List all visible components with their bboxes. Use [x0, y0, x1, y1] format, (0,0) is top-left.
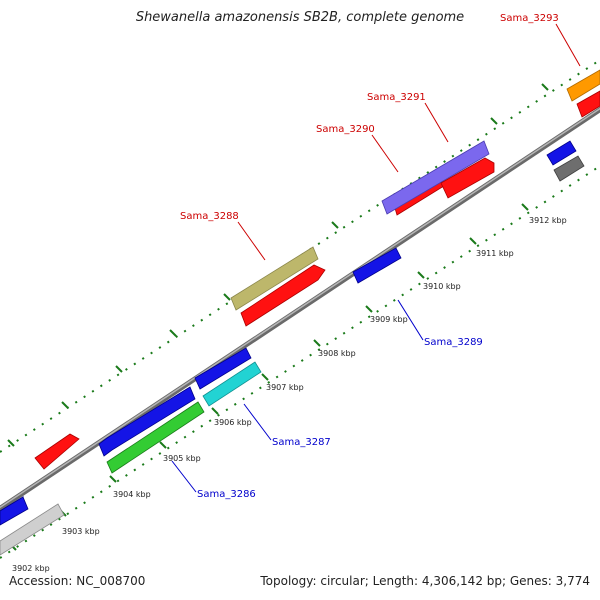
scale-label: 3908 kbp	[318, 349, 356, 358]
gene-feature-blue[interactable]	[98, 386, 196, 457]
leader-sama-3288	[237, 221, 266, 261]
gene-feature-sama-3293[interactable]	[566, 69, 600, 102]
reverse-gene-labels: Sama_3286 Sama_3287 Sama_3289	[197, 337, 483, 500]
gene-label-sama-3286[interactable]: Sama_3286	[197, 489, 256, 500]
leader-sama-3291	[424, 102, 449, 143]
scale-label: 3904 kbp	[113, 490, 151, 499]
inner-tick	[159, 441, 167, 449]
inner-tick	[261, 373, 269, 381]
inner-tick	[521, 203, 529, 211]
gene-feature-red[interactable]	[440, 157, 495, 199]
scale-label: 3910 kbp	[423, 282, 461, 291]
gene-feature-gray[interactable]	[553, 155, 585, 182]
gene-feature-blue[interactable]	[194, 347, 252, 390]
scale-label: 3907 kbp	[266, 383, 304, 392]
inner-major-ticks	[9, 203, 529, 551]
gene-feature-red[interactable]	[34, 433, 80, 470]
inner-tick	[365, 305, 373, 313]
outer-tick	[169, 329, 177, 337]
outer-tick	[115, 365, 123, 373]
outer-tick	[490, 117, 498, 125]
scale-label: 3909 kbp	[370, 315, 408, 324]
leader-sama-3289	[397, 299, 424, 341]
genome-backbone-highlight	[0, 107, 600, 509]
gene-label-sama-3288[interactable]: Sama_3288	[180, 211, 239, 222]
gene-label-sama-3289[interactable]: Sama_3289	[424, 337, 483, 348]
inner-tick	[417, 271, 425, 279]
gene-feature-red[interactable]	[240, 264, 326, 327]
map-title: Shewanella amazonensis SB2B, complete ge…	[135, 10, 465, 25]
outer-tick	[61, 401, 69, 409]
outer-tick	[223, 293, 231, 301]
outer-tick	[541, 83, 549, 91]
gene-feature-sama-3286[interactable]	[106, 401, 205, 474]
inner-tick-track	[0, 165, 600, 559]
outer-tick	[331, 221, 339, 229]
scale-label: 3906 kbp	[214, 418, 252, 427]
forward-strand-features	[34, 69, 600, 470]
scale-labels: 3902 kbp 3903 kbp 3904 kbp 3905 kbp 3906…	[12, 216, 567, 573]
gene-feature-sama-3291[interactable]	[381, 140, 490, 215]
gene-feature-red[interactable]	[576, 90, 600, 118]
outer-major-ticks	[7, 83, 549, 447]
genome-summary-text: Topology: circular; Length: 4,306,142 bp…	[260, 574, 590, 588]
scale-label: 3902 kbp	[12, 564, 50, 573]
gene-label-sama-3293[interactable]: Sama_3293	[500, 13, 559, 24]
leader-sama-3293	[555, 23, 581, 67]
scale-label: 3912 kbp	[529, 216, 567, 225]
label-leader-lines	[171, 23, 581, 493]
leader-sama-3290	[371, 134, 399, 173]
inner-tick	[109, 475, 117, 483]
gene-label-sama-3287[interactable]: Sama_3287	[272, 437, 331, 448]
gene-label-sama-3290[interactable]: Sama_3290	[316, 124, 375, 135]
gene-feature-sama-3287[interactable]	[202, 361, 262, 407]
outer-tick	[7, 439, 15, 447]
gene-feature-blue[interactable]	[546, 140, 577, 166]
inner-tick	[313, 339, 321, 347]
gene-label-sama-3291[interactable]: Sama_3291	[367, 92, 426, 103]
scale-label: 3911 kbp	[476, 249, 514, 258]
scale-label: 3903 kbp	[62, 527, 100, 536]
gene-feature-sama-3289[interactable]	[352, 247, 402, 284]
gene-feature-sama-3288[interactable]	[230, 246, 319, 311]
inner-tick	[211, 407, 219, 415]
gene-feature-silver[interactable]	[0, 503, 65, 556]
leader-sama-3286	[171, 460, 197, 493]
leader-sama-3287	[243, 403, 272, 441]
forward-gene-labels: Sama_3288 Sama_3290 Sama_3291 Sama_3293	[180, 13, 559, 222]
inner-tick	[469, 237, 477, 245]
reverse-strand-features	[0, 140, 585, 556]
accession-text: Accession: NC_008700	[9, 574, 146, 588]
gene-feature-blue[interactable]	[0, 496, 29, 526]
genome-backbone	[0, 106, 600, 512]
scale-label: 3905 kbp	[163, 454, 201, 463]
